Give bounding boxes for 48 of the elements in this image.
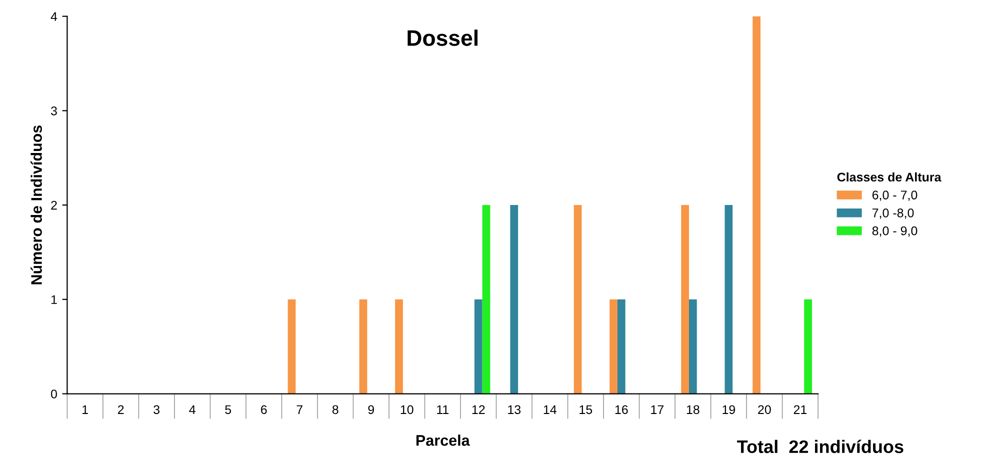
x-tick-label: 2 (118, 405, 124, 414)
x-tick-label: 13 (508, 405, 521, 414)
x-axis-title: Parcela (416, 434, 470, 446)
x-tick-label: 16 (615, 405, 628, 414)
bar (610, 299, 618, 394)
chart-title: Dossel (408, 30, 478, 46)
bar (681, 205, 689, 394)
bar (474, 299, 482, 394)
bar (395, 299, 403, 394)
legend-label: 7,0 -8,0 (872, 208, 914, 219)
bar (617, 299, 626, 394)
x-tick-label: 6 (261, 405, 267, 414)
x-tick-label: 1 (82, 405, 88, 414)
bar (288, 299, 296, 394)
legend-label: 8,0 - 9,0 (872, 226, 918, 237)
bar (510, 205, 518, 394)
x-tick-label: 8 (332, 405, 338, 414)
y-tick-label: 3 (50, 106, 57, 116)
x-tick-label: 10 (400, 405, 414, 414)
bar (574, 205, 582, 394)
x-tick-label: 7 (296, 405, 302, 414)
x-tick-label: 20 (758, 405, 771, 414)
bar (359, 299, 368, 394)
x-tick-label: 9 (368, 405, 374, 414)
x-tick-label: 5 (225, 405, 232, 414)
x-tick-label: 19 (722, 405, 736, 414)
bar (752, 16, 760, 394)
bar (482, 205, 490, 394)
x-tick-label: 18 (686, 405, 700, 414)
y-tick-label: 0 (51, 390, 57, 398)
x-tick-label: 14 (544, 405, 556, 414)
x-tick-label: 12 (472, 405, 485, 414)
x-tick-label: 17 (651, 405, 664, 414)
x-tick-label: 3 (154, 405, 160, 414)
x-tick-label: 15 (580, 405, 592, 414)
bar (688, 299, 697, 394)
y-tick-label: 2 (51, 200, 57, 210)
bar (804, 299, 812, 394)
y-axis-title: Número de Indivíduos (30, 125, 42, 284)
x-tick-label: 11 (437, 405, 449, 414)
legend-title: Classes de Altura (837, 172, 942, 182)
legend-label: 6,0 - 7,0 (872, 190, 918, 201)
x-tick-label: 21 (794, 405, 807, 414)
text: Total 22 indivíduos (737, 440, 904, 454)
y-tick-label: 4 (50, 12, 58, 21)
x-tick-label: 4 (189, 405, 196, 414)
bar (724, 205, 733, 394)
y-tick-label: 1 (51, 295, 57, 304)
